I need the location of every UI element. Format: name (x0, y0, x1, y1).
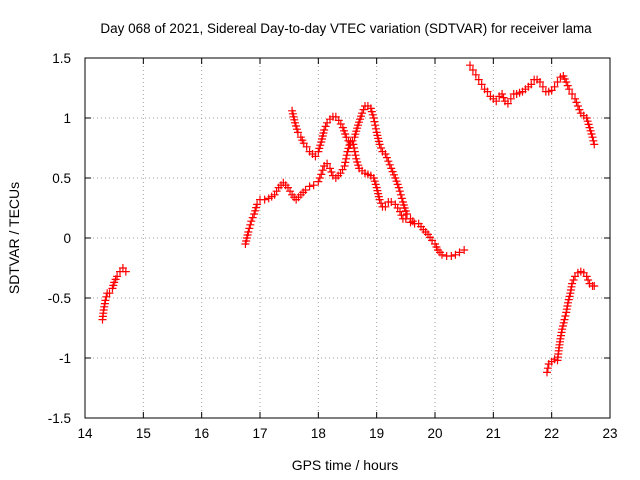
data-point-marker (589, 137, 597, 145)
data-point-marker (370, 118, 378, 126)
chart-title: Day 068 of 2021, Sidereal Day-to-day VTE… (100, 21, 592, 36)
series-pass-1 (99, 264, 130, 324)
data-point-marker (273, 187, 281, 195)
data-point-marker (377, 144, 385, 152)
data-point-marker (341, 158, 349, 166)
data-point-marker (574, 102, 582, 110)
data-point-marker (306, 182, 314, 190)
x-tick-label: 22 (544, 426, 559, 441)
y-tick-label: 0.5 (52, 171, 71, 186)
data-point-marker (371, 121, 379, 129)
data-point-marker (319, 166, 327, 174)
data-point-marker (544, 364, 552, 372)
y-tick-label: -1 (59, 351, 71, 366)
data-point-marker (372, 125, 380, 133)
x-tick-label: 23 (602, 426, 617, 441)
data-point-marker (247, 217, 255, 225)
data-point-marker (327, 168, 335, 176)
x-tick-label: 15 (136, 426, 151, 441)
data-point-marker (575, 106, 583, 114)
data-point-marker (310, 181, 318, 189)
axis-ticks: 14 15 16 17 18 19 20 21 22 23 1.5 1 0.5 0 -0.5 -1 -1.5 (48, 51, 618, 441)
data-point-marker (352, 151, 360, 159)
x-axis-label: GPS time / hours (292, 457, 399, 473)
y-tick-label: 1.5 (52, 51, 71, 66)
x-tick-label: 14 (77, 426, 93, 441)
x-tick-label: 16 (194, 426, 209, 441)
data-point-marker (314, 178, 322, 186)
grid-lines (85, 58, 610, 418)
data-point-marker (396, 187, 404, 195)
data-point-marker (397, 211, 405, 219)
data-point-marker (286, 187, 294, 195)
data-point-marker (398, 194, 406, 202)
data-point-marker (341, 162, 349, 170)
data-point-marker (342, 155, 350, 163)
series-pass-4 (466, 61, 598, 148)
data-point-marker (590, 140, 598, 148)
data-point-marker (316, 174, 324, 182)
data-point-marker (246, 221, 254, 229)
series-pass-2 (241, 138, 468, 260)
x-tick-label: 21 (486, 426, 501, 441)
data-point-marker (572, 98, 580, 106)
data-point-marker (317, 170, 325, 178)
data-point-marker (447, 252, 455, 260)
y-tick-label: -0.5 (48, 291, 71, 306)
x-tick-label: 19 (369, 426, 384, 441)
data-markers (99, 61, 599, 376)
data-point-marker (322, 122, 330, 130)
y-tick-label: -1.5 (48, 411, 71, 426)
data-point-marker (343, 151, 351, 159)
data-point-marker (339, 166, 347, 174)
y-axis-label: SDTVAR / TECUs (6, 182, 22, 294)
data-point-marker (561, 312, 569, 320)
data-point-marker (245, 224, 253, 232)
y-tick-label: 0 (63, 231, 71, 246)
plot-frame (85, 58, 610, 418)
data-point-marker (584, 276, 592, 284)
x-tick-label: 17 (252, 426, 267, 441)
x-tick-label: 20 (427, 426, 442, 441)
x-tick-label: 18 (311, 426, 326, 441)
data-point-marker (377, 199, 385, 207)
data-point-marker (500, 94, 508, 102)
data-point-marker (384, 157, 392, 165)
data-point-marker (383, 154, 391, 162)
chart: Day 068 of 2021, Sidereal Day-to-day VTE… (0, 0, 640, 480)
data-point-marker (261, 196, 269, 204)
y-tick-label: 1 (63, 111, 71, 126)
data-point-marker (397, 191, 405, 199)
data-point-marker (543, 368, 551, 376)
data-point-marker (570, 276, 578, 284)
